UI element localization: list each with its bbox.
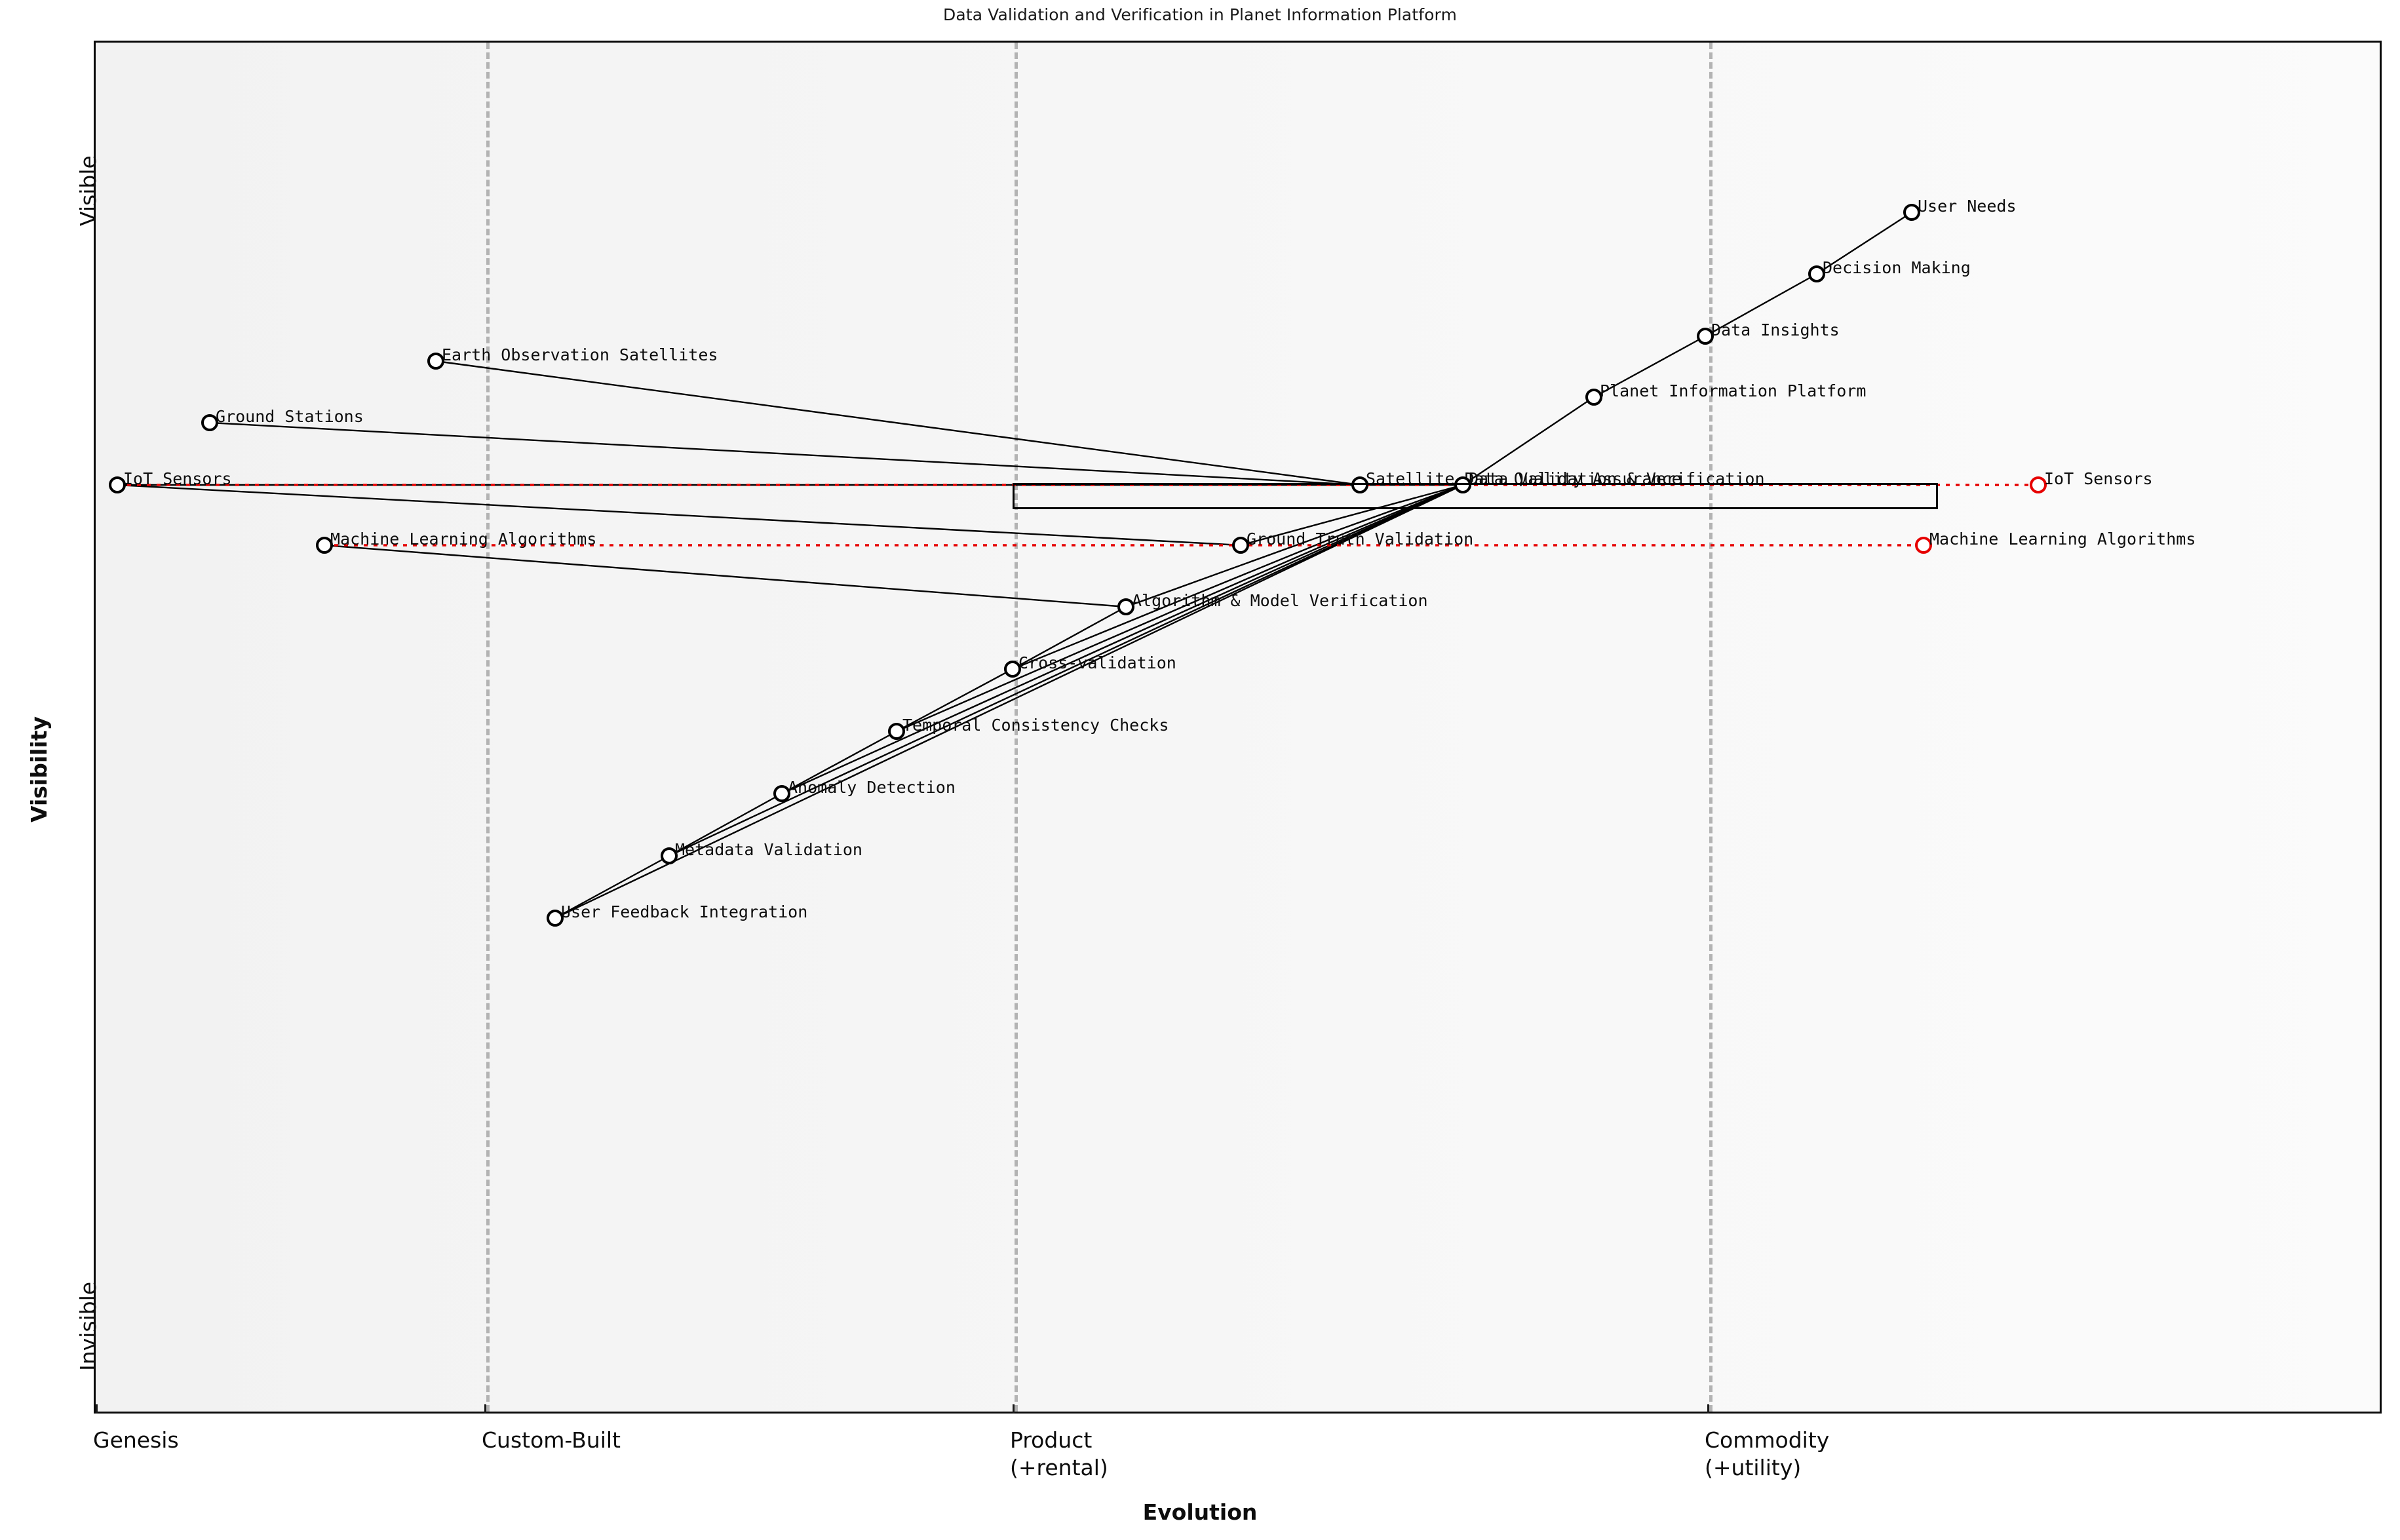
map-node-user-feedback-integration[interactable] xyxy=(547,910,564,927)
y-tick-label-visible: Visible xyxy=(75,155,101,226)
y-axis-title: Visibility xyxy=(26,716,52,822)
map-node-label-temporal-consistency-checks: Temporal Consistency Checks xyxy=(902,716,1169,735)
map-node-ground-stations[interactable] xyxy=(201,414,218,431)
map-node-label-ground-truth-validation: Ground Truth Validation xyxy=(1247,529,1474,549)
map-node-iot-sensors[interactable] xyxy=(109,476,126,493)
page-title: Data Validation and Verification in Plan… xyxy=(943,5,1457,24)
x-tick-mark-0 xyxy=(96,1404,98,1414)
map-node-machine-learning-algorithms-evolved[interactable] xyxy=(1915,537,1932,554)
map-node-label-iot-sensors: IoT Sensors xyxy=(123,469,232,488)
gridline-vertical-0 xyxy=(486,43,490,1412)
map-node-label-algorithm-model-verification: Algorithm & Model Verification xyxy=(1132,591,1428,610)
map-node-label-ground-stations: Ground Stations xyxy=(216,407,364,426)
map-node-earth-observation-satellites[interactable] xyxy=(427,353,444,370)
plot-area xyxy=(94,41,2382,1414)
map-node-label-machine-learning-algorithms: Machine Learning Algorithms xyxy=(330,529,597,549)
map-node-iot-sensors-evolved[interactable] xyxy=(2030,476,2047,493)
x-tick-label-genesis: Genesis xyxy=(93,1427,179,1453)
inertia-bar xyxy=(1013,483,1938,509)
x-tick-label-commodity: Commodity (+utility) xyxy=(1705,1427,1830,1481)
x-tick-mark-3 xyxy=(1707,1404,1709,1414)
map-node-planet-information-platform[interactable] xyxy=(1585,389,1602,406)
map-node-user-needs[interactable] xyxy=(1903,204,1920,221)
y-tick-label-invisible: Invisible xyxy=(75,1281,101,1371)
map-node-label-metadata-validation: Metadata Validation xyxy=(675,840,862,859)
map-node-label-earth-observation-satellites: Earth Observation Satellites xyxy=(442,345,718,364)
map-node-satellite-data-quality-assurance[interactable] xyxy=(1351,476,1368,493)
x-tick-label-custom-built: Custom-Built xyxy=(482,1427,621,1453)
gridline-vertical-2 xyxy=(1709,43,1713,1412)
x-axis-title: Evolution xyxy=(1142,1499,1258,1525)
map-node-label-decision-making: Decision Making xyxy=(1823,258,1971,277)
map-node-machine-learning-algorithms[interactable] xyxy=(316,537,333,554)
x-tick-mark-1 xyxy=(484,1404,486,1414)
map-node-ground-truth-validation[interactable] xyxy=(1232,537,1249,554)
map-node-data-validation-verification[interactable] xyxy=(1454,476,1471,493)
map-node-decision-making[interactable] xyxy=(1808,265,1825,282)
map-node-cross-validation[interactable] xyxy=(1004,661,1021,678)
map-node-metadata-validation[interactable] xyxy=(661,847,678,864)
map-node-label-iot-sensors-evolved: IoT Sensors xyxy=(2044,469,2153,488)
map-node-label-user-feedback-integration: User Feedback Integration xyxy=(561,902,808,921)
map-node-temporal-consistency-checks[interactable] xyxy=(888,723,905,740)
map-node-algorithm-model-verification[interactable] xyxy=(1117,598,1134,615)
x-tick-label-product: Product (+rental) xyxy=(1010,1427,1108,1481)
map-node-label-cross-validation: Cross-validation xyxy=(1018,653,1176,672)
map-node-label-user-needs: User Needs xyxy=(1918,197,2017,216)
map-node-anomaly-detection[interactable] xyxy=(773,785,790,802)
map-node-label-planet-information-platform: Planet Information Platform xyxy=(1600,381,1867,400)
map-node-label-machine-learning-algorithms-evolved: Machine Learning Algorithms xyxy=(1929,529,2196,549)
map-node-data-insights[interactable] xyxy=(1697,328,1714,345)
map-node-label-anomaly-detection: Anomaly Detection xyxy=(788,778,956,797)
x-tick-mark-2 xyxy=(1013,1404,1015,1414)
map-node-label-data-insights: Data Insights xyxy=(1711,320,1840,339)
